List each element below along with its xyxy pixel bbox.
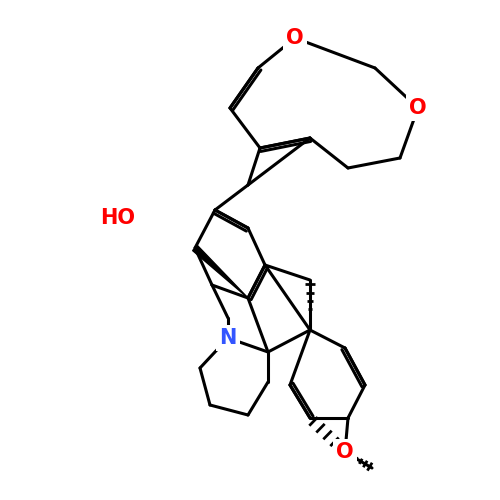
Text: N: N (220, 328, 236, 348)
Text: O: O (409, 98, 427, 118)
Text: HO: HO (100, 208, 136, 228)
Polygon shape (192, 246, 248, 298)
Text: O: O (336, 442, 354, 462)
Text: O: O (286, 28, 304, 48)
